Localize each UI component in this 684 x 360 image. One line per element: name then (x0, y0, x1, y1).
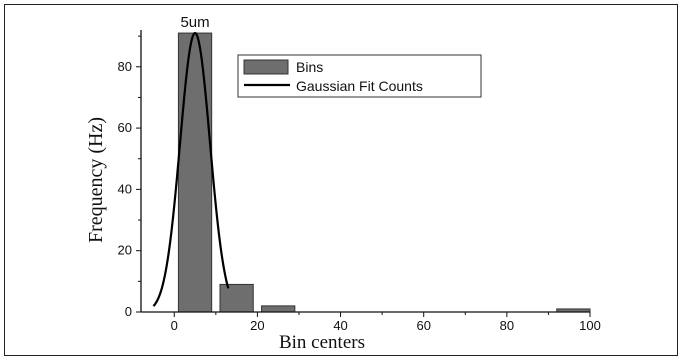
legend-bins-swatch (243, 59, 289, 75)
bars-layer (177, 32, 591, 313)
legend-bins-label: Bins (296, 59, 323, 75)
bar-bin-2 (219, 283, 254, 313)
y-tick-label: 80 (118, 59, 132, 74)
x-tick-label: 20 (250, 318, 264, 333)
y-tick-label: 60 (118, 120, 132, 135)
legend-gaussian-label: Gaussian Fit Counts (296, 78, 423, 94)
x-tick-label: 80 (500, 318, 514, 333)
y-tick-label: 40 (118, 181, 132, 196)
bar-annotation: 5um (180, 14, 209, 31)
y-axis-label: Frequency (Hz) (85, 117, 107, 243)
gaussian-fit-line (152, 32, 230, 307)
bar-bin-3 (261, 305, 296, 313)
bar-bin-1 (177, 32, 213, 313)
x-tick-label: 60 (416, 318, 430, 333)
legend: Bins Gaussian Fit Counts (237, 54, 482, 98)
x-tick-label: 40 (333, 318, 347, 333)
y-tick-label: 20 (118, 243, 132, 258)
x-axis-label: Bin centers (279, 332, 365, 353)
x-tick-label: 0 (171, 318, 178, 333)
y-tick-label: 0 (125, 304, 132, 319)
axes-layer: 0 20 40 60 80 100 0 20 40 60 80 (118, 30, 601, 333)
x-tick-label: 100 (579, 318, 601, 333)
